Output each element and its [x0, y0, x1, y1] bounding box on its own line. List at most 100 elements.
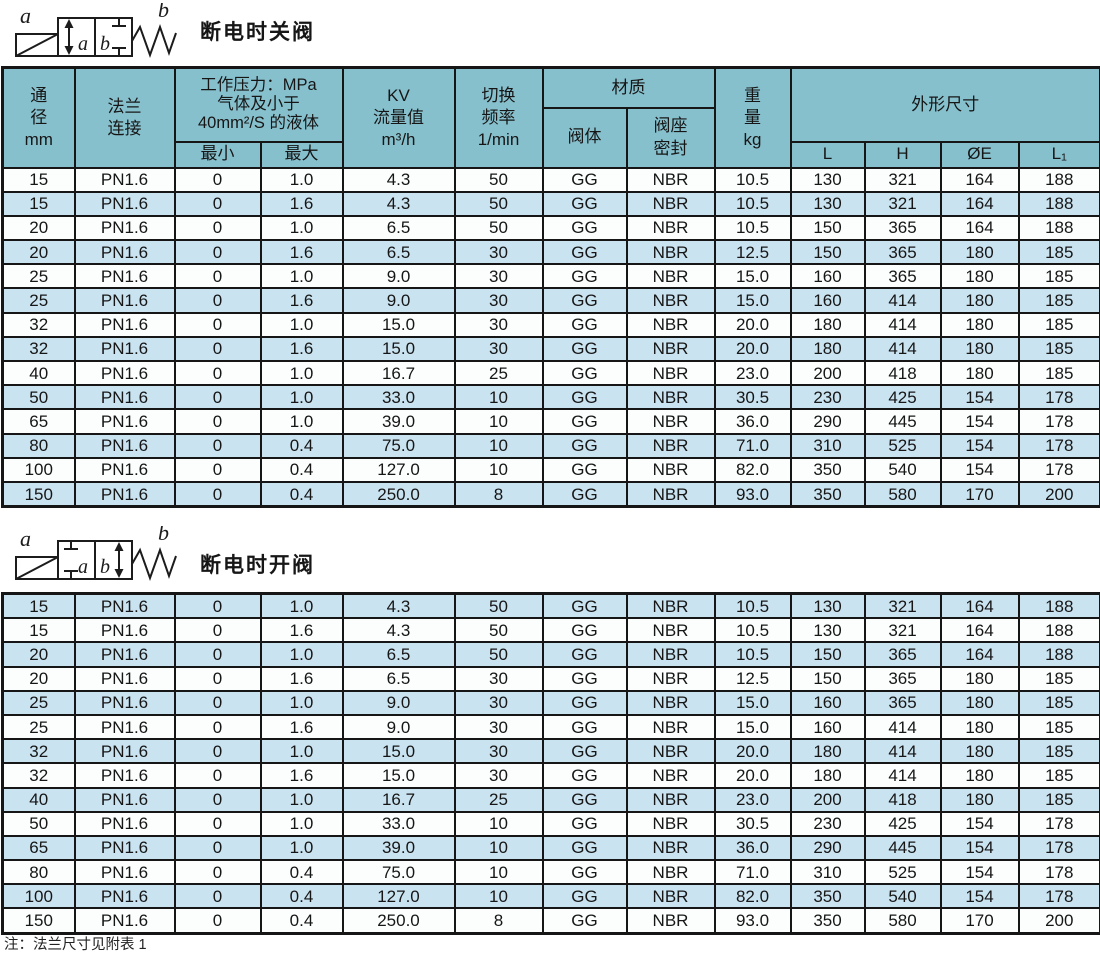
table-cell: 30	[453, 335, 544, 363]
table-cell: 0.4	[259, 859, 344, 886]
table-cell: 178	[1017, 883, 1100, 910]
table-row: 32 PN1.6 0 1.6 15.0 30 GG NBR 20.0 180 414 180 185	[1, 335, 1100, 363]
table-cell: 414	[863, 311, 942, 338]
table-cell: NBR	[625, 641, 716, 668]
table-cell: PN1.6	[73, 335, 176, 363]
table-cell: 290	[789, 834, 866, 862]
table-cell: 230	[789, 810, 866, 837]
table-cell: 0.4	[259, 432, 344, 459]
table-cell: 154	[939, 810, 1020, 837]
table-cell: 150	[789, 214, 866, 242]
table-cell: 0	[173, 786, 262, 813]
table-cell: 188	[1017, 190, 1100, 217]
table-cell: 164	[939, 641, 1020, 668]
table-cell: 365	[863, 641, 942, 668]
table-cell: 50	[453, 214, 544, 242]
table-cell: 8	[453, 480, 544, 508]
table-cell: 15.0	[341, 335, 456, 363]
col-header-weight: 重 量 kg	[713, 66, 792, 169]
table-row: 20 PN1.6 0 1.6 6.5 30 GG NBR 12.5 150 365 180 185	[1, 665, 1100, 692]
table-cell: 50	[453, 190, 544, 217]
table-cell: 180	[939, 738, 1020, 765]
table-cell: 160	[789, 689, 866, 716]
table-cell: 188	[1017, 166, 1100, 193]
table-cell: 188	[1017, 641, 1100, 668]
col-header-frequency: 切换 频率 1/min	[453, 66, 544, 169]
table-cell: 180	[789, 738, 866, 765]
table-cell: 0	[173, 592, 262, 620]
table-row: 80 PN1.6 0 0.4 75.0 10 GG NBR 71.0 310 525 154 178	[1, 432, 1100, 459]
table-cell: 0	[173, 738, 262, 765]
table-cell: GG	[541, 384, 628, 411]
table-cell: NBR	[625, 239, 716, 266]
table-cell: 6.5	[341, 665, 456, 692]
table-cell: 150	[789, 239, 866, 266]
table-cell: 150	[1, 907, 76, 935]
table-cell: 0	[173, 335, 262, 363]
table-cell: 15	[1, 617, 76, 644]
table-cell: GG	[541, 190, 628, 217]
table-cell: 12.5	[713, 239, 792, 266]
table-cell: PN1.6	[73, 432, 176, 459]
table-row: 80 PN1.6 0 0.4 75.0 10 GG NBR 71.0 310 525 154 178	[1, 859, 1100, 886]
table-cell: 30	[453, 311, 544, 338]
table-cell: GG	[541, 480, 628, 508]
table-cell: 185	[1017, 689, 1100, 716]
table-row: 65 PN1.6 0 1.0 39.0 10 GG NBR 36.0 290 445 154 178	[1, 834, 1100, 862]
table-cell: 580	[863, 907, 942, 935]
table-cell: 30	[453, 665, 544, 692]
table-cell: NBR	[625, 592, 716, 620]
table-cell: 290	[789, 408, 866, 435]
table-cell: 30.5	[713, 810, 792, 837]
table-cell: 75.0	[341, 859, 456, 886]
table-cell: 418	[863, 359, 942, 387]
table-cell: 180	[939, 762, 1020, 789]
table-cell: 71.0	[713, 859, 792, 886]
table-cell: 20.0	[713, 311, 792, 338]
table-header: 通 径 mm 法兰 连接 工作压力：MPa 气体及小于 40mm²/S 的液体 …	[1, 66, 1100, 169]
table-cell: 32	[1, 335, 76, 363]
table-cell: 178	[1017, 432, 1100, 459]
table-cell: NBR	[625, 713, 716, 741]
spring-icon	[131, 546, 177, 581]
table-cell: 9.0	[341, 263, 456, 290]
table-cell: 8	[453, 907, 544, 935]
table-cell: 185	[1017, 287, 1100, 314]
table-cell: 425	[863, 810, 942, 837]
table-cell: 178	[1017, 834, 1100, 862]
table-cell: 365	[863, 214, 942, 242]
symbol-inner-b: b	[100, 556, 110, 578]
table-cell: 0	[173, 432, 262, 459]
table-cell: 180	[939, 359, 1020, 387]
symbol-inner-a: a	[78, 556, 88, 578]
table-cell: 0	[173, 190, 262, 217]
table-cell: 130	[789, 190, 866, 217]
table-row: 150 PN1.6 0 0.4 250.0 8 GG NBR 93.0 350 580 170 200	[1, 480, 1100, 508]
table-cell: 180	[789, 311, 866, 338]
col-header-pressure-max: 最大	[259, 140, 344, 169]
table-cell: 39.0	[341, 408, 456, 435]
table-cell: 30.5	[713, 384, 792, 411]
table-cell: 20.0	[713, 335, 792, 363]
table-cell: 15.0	[341, 762, 456, 789]
table-cell: GG	[541, 263, 628, 290]
table-cell: 0.4	[259, 456, 344, 483]
table-cell: 365	[863, 239, 942, 266]
table-cell: 178	[1017, 810, 1100, 837]
table-cell: NBR	[625, 883, 716, 910]
table-cell: NBR	[625, 359, 716, 387]
table-cell: 10	[453, 432, 544, 459]
table-cell: GG	[541, 617, 628, 644]
table-cell: 6.5	[341, 641, 456, 668]
table-cell: 164	[939, 190, 1020, 217]
table-cell: 185	[1017, 311, 1100, 338]
table-row: 50 PN1.6 0 1.0 33.0 10 GG NBR 30.5 230 425 154 178	[1, 384, 1100, 411]
table-cell: 0	[173, 617, 262, 644]
table-cell: 180	[939, 311, 1020, 338]
table-cell: 127.0	[341, 883, 456, 910]
table-cell: PN1.6	[73, 907, 176, 935]
table-cell: 180	[939, 689, 1020, 716]
table-row: 15 PN1.6 0 1.0 4.3 50 GG NBR 10.5 130 321 164 188	[1, 166, 1100, 193]
table-row: 100 PN1.6 0 0.4 127.0 10 GG NBR 82.0 350 540 154 178	[1, 883, 1100, 910]
table-cell: 310	[789, 432, 866, 459]
